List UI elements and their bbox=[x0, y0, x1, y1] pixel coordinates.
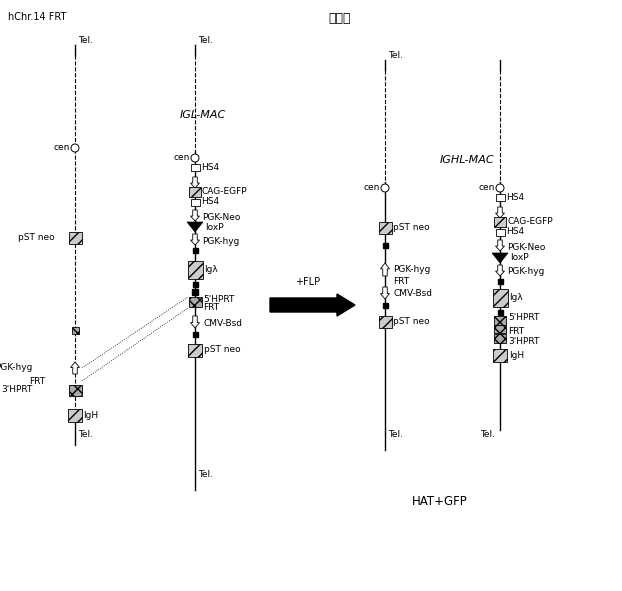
Polygon shape bbox=[187, 222, 203, 232]
Text: Tel.: Tel. bbox=[480, 430, 495, 439]
FancyArrow shape bbox=[190, 177, 200, 188]
FancyArrow shape bbox=[270, 294, 355, 316]
Bar bbox=[192, 248, 198, 252]
Text: Tel.: Tel. bbox=[388, 51, 403, 60]
Bar bbox=[190, 199, 200, 206]
Bar bbox=[383, 242, 388, 248]
Text: IGL-MAC: IGL-MAC bbox=[180, 110, 226, 120]
Text: IGHL-MAC: IGHL-MAC bbox=[440, 155, 494, 165]
Text: loxP: loxP bbox=[205, 222, 224, 232]
Bar bbox=[496, 229, 504, 235]
Text: hChr.14 FRT: hChr.14 FRT bbox=[8, 12, 67, 22]
Text: Tel.: Tel. bbox=[78, 430, 93, 439]
Text: PGK-hyg: PGK-hyg bbox=[0, 363, 33, 372]
Text: IgH: IgH bbox=[83, 411, 98, 420]
FancyArrow shape bbox=[190, 234, 200, 245]
FancyArrow shape bbox=[496, 207, 504, 218]
Text: PGK-hyg: PGK-hyg bbox=[507, 268, 544, 277]
Text: HS4: HS4 bbox=[506, 193, 524, 202]
Text: CAG-EGFP: CAG-EGFP bbox=[202, 187, 248, 196]
Text: HS4: HS4 bbox=[506, 228, 524, 236]
Text: FRT: FRT bbox=[203, 304, 219, 313]
Text: HS4: HS4 bbox=[201, 197, 219, 206]
Bar bbox=[498, 310, 503, 314]
Circle shape bbox=[496, 184, 504, 192]
Text: 副産物: 副産物 bbox=[328, 12, 351, 25]
Text: 3'HPRT: 3'HPRT bbox=[2, 385, 33, 395]
Bar bbox=[68, 385, 81, 395]
Bar bbox=[494, 217, 506, 227]
Text: cen: cen bbox=[364, 183, 380, 193]
Text: Tel.: Tel. bbox=[198, 36, 213, 45]
Text: HAT+GFP: HAT+GFP bbox=[412, 495, 468, 508]
Bar bbox=[494, 333, 506, 343]
Text: CAG-EGFP: CAG-EGFP bbox=[507, 217, 552, 226]
Bar bbox=[68, 232, 81, 244]
Text: Igλ: Igλ bbox=[509, 294, 522, 303]
FancyArrow shape bbox=[190, 210, 200, 221]
Text: HS4: HS4 bbox=[201, 163, 219, 171]
FancyArrow shape bbox=[190, 316, 200, 328]
Bar bbox=[189, 187, 201, 197]
Circle shape bbox=[381, 184, 389, 192]
Bar bbox=[72, 326, 78, 333]
Text: PGK-hyg: PGK-hyg bbox=[202, 236, 239, 245]
Bar bbox=[498, 278, 503, 284]
Text: pST neo: pST neo bbox=[393, 317, 430, 326]
Bar bbox=[496, 193, 504, 200]
Text: Tel.: Tel. bbox=[198, 470, 213, 479]
Text: pST neo: pST neo bbox=[393, 223, 430, 232]
Text: +FLP: +FLP bbox=[295, 277, 320, 287]
Bar bbox=[494, 325, 506, 333]
Bar bbox=[188, 297, 202, 307]
Bar bbox=[192, 289, 198, 295]
Text: cen: cen bbox=[478, 183, 495, 193]
Text: cen: cen bbox=[174, 154, 190, 163]
Text: cen: cen bbox=[53, 144, 70, 152]
Text: 5'HPRT: 5'HPRT bbox=[203, 296, 234, 304]
Bar bbox=[379, 222, 391, 234]
Bar bbox=[192, 281, 198, 287]
Text: 5'HPRT: 5'HPRT bbox=[508, 313, 539, 323]
Text: PGK-Neo: PGK-Neo bbox=[507, 242, 545, 252]
Bar bbox=[192, 332, 198, 336]
FancyArrow shape bbox=[70, 362, 80, 374]
Circle shape bbox=[191, 154, 199, 162]
Text: IgH: IgH bbox=[509, 350, 524, 359]
FancyArrow shape bbox=[496, 265, 504, 276]
Text: Igλ: Igλ bbox=[204, 265, 218, 274]
Bar bbox=[190, 164, 200, 170]
Text: CMV-Bsd: CMV-Bsd bbox=[393, 290, 432, 298]
Text: FRT: FRT bbox=[508, 327, 524, 336]
Polygon shape bbox=[492, 253, 508, 263]
Bar bbox=[379, 316, 391, 328]
Text: 3'HPRT: 3'HPRT bbox=[508, 336, 539, 346]
Text: loxP: loxP bbox=[510, 254, 529, 262]
FancyArrow shape bbox=[381, 287, 389, 299]
FancyArrow shape bbox=[496, 240, 504, 251]
Text: pST neo: pST neo bbox=[19, 233, 55, 242]
Bar bbox=[187, 261, 203, 279]
Bar bbox=[188, 343, 202, 356]
FancyArrow shape bbox=[381, 263, 389, 276]
Text: Tel.: Tel. bbox=[388, 430, 403, 439]
Text: CMV-Bsd: CMV-Bsd bbox=[203, 319, 242, 327]
Bar bbox=[494, 316, 506, 324]
Text: PGK-hyg: PGK-hyg bbox=[393, 265, 430, 274]
Text: PGK-Neo: PGK-Neo bbox=[202, 213, 240, 222]
Bar bbox=[68, 408, 82, 421]
Text: FRT: FRT bbox=[393, 278, 409, 287]
Circle shape bbox=[71, 144, 79, 152]
Text: Tel.: Tel. bbox=[78, 36, 93, 45]
Bar bbox=[383, 303, 388, 307]
Text: pST neo: pST neo bbox=[204, 346, 241, 355]
Bar bbox=[493, 289, 508, 307]
Text: FRT: FRT bbox=[29, 376, 45, 385]
Bar bbox=[493, 349, 507, 362]
